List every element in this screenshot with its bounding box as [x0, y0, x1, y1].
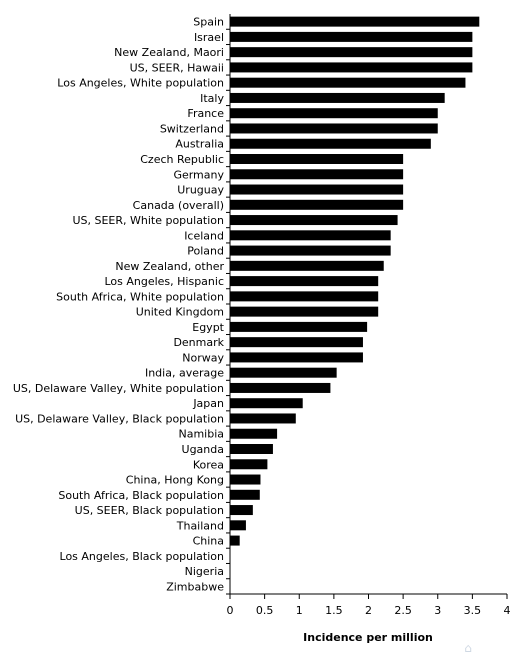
category-label-6: France	[187, 107, 224, 120]
category-label-15: Poland	[187, 245, 224, 258]
bar-27	[230, 428, 278, 439]
category-label-12: Canada (overall)	[133, 199, 224, 212]
bar-34	[230, 535, 240, 546]
category-label-22: Norway	[182, 351, 224, 364]
category-label-27: Namibia	[178, 428, 224, 441]
bar-0	[230, 16, 480, 27]
bar-22	[230, 352, 363, 363]
x-tick-label-4: 2	[365, 604, 372, 617]
x-tick-label-6: 3	[434, 604, 441, 617]
category-label-11: Uruguay	[177, 184, 224, 197]
bar-4	[230, 77, 466, 88]
category-label-19: United Kingdom	[136, 306, 224, 319]
category-label-16: New Zealand, other	[115, 260, 224, 273]
category-label-34: China	[193, 535, 224, 548]
category-label-37: Zimbabwe	[166, 580, 224, 593]
category-label-21: Denmark	[173, 336, 224, 349]
category-label-1: Israel	[194, 31, 224, 44]
bar-17	[230, 276, 379, 287]
x-axis-title: Incidence per million	[303, 631, 433, 644]
bar-9	[230, 154, 404, 164]
category-label-7: Switzerland	[160, 122, 224, 135]
category-label-28: Uganda	[182, 443, 224, 456]
category-label-26: US, Delaware Valley, Black population	[15, 412, 224, 425]
bar-15	[230, 245, 391, 256]
category-label-10: Germany	[173, 168, 224, 181]
bar-13	[230, 215, 398, 226]
x-tick-label-1: 0.5	[256, 604, 274, 617]
category-label-14: Iceland	[184, 229, 224, 242]
category-label-32: US, SEER, Black population	[75, 504, 224, 517]
category-label-24: US, Delaware Valley, White population	[13, 382, 224, 395]
category-label-18: South Africa, White population	[56, 290, 224, 303]
bar-26	[230, 413, 296, 424]
bar-8	[230, 138, 431, 149]
category-label-13: US, SEER, White population	[72, 214, 224, 227]
x-tick-label-5: 2.5	[394, 604, 412, 617]
bar-32	[230, 505, 253, 516]
category-label-3: US, SEER, Hawaii	[130, 61, 224, 74]
bar-29	[230, 459, 268, 470]
category-label-0: Spain	[193, 16, 224, 29]
bar-11	[230, 184, 404, 195]
bar-12	[230, 199, 404, 210]
x-tick-label-3: 1.5	[325, 604, 343, 617]
category-label-25: Japan	[192, 397, 224, 410]
bar-33	[230, 520, 246, 531]
x-tick-label-2: 1	[296, 604, 303, 617]
bar-31	[230, 489, 260, 500]
category-label-30: China, Hong Kong	[126, 474, 224, 487]
category-label-33: Thailand	[176, 519, 224, 532]
x-tick-label-7: 3.5	[464, 604, 482, 617]
bar-19	[230, 306, 379, 317]
category-label-17: Los Angeles, Hispanic	[104, 275, 224, 288]
bar-1	[230, 31, 473, 42]
category-label-9: Czech Republic	[140, 153, 224, 166]
bar-21	[230, 337, 363, 348]
bars-group	[230, 16, 480, 546]
bar-23	[230, 367, 337, 378]
bar-28	[230, 444, 273, 454]
category-label-36: Nigeria	[185, 565, 224, 578]
category-labels-group: Spain Israel New Zealand, Maori US, SEER, H…	[13, 16, 225, 594]
bar-25	[230, 398, 303, 409]
y-axis	[226, 14, 231, 595]
category-label-8: Australia	[175, 138, 224, 151]
category-label-5: Italy	[200, 92, 224, 105]
x-tick-label-8: 4	[504, 604, 511, 617]
category-label-35: Los Angeles, Black population	[60, 550, 225, 563]
bar-2	[230, 47, 473, 58]
bar-14	[230, 230, 391, 241]
bar-18	[230, 291, 379, 302]
x-tick-label-0: 0	[227, 604, 234, 617]
category-label-4: Los Angeles, White population	[57, 77, 224, 90]
bar-3	[230, 62, 473, 73]
bar-10	[230, 169, 404, 180]
x-axis: 0 0.5 1 1.5 2 2.5 3 3.5 4	[227, 593, 511, 617]
watermark-logo: ⌂	[464, 641, 472, 655]
bar-20	[230, 321, 368, 332]
bar-24	[230, 382, 331, 393]
bar-30	[230, 474, 261, 485]
bar-5	[230, 92, 445, 103]
bar-16	[230, 260, 384, 271]
category-label-29: Korea	[193, 458, 224, 471]
category-label-23: India, average	[145, 367, 224, 380]
category-label-2: New Zealand, Maori	[114, 46, 224, 59]
bar-6	[230, 108, 438, 119]
category-label-31: South Africa, Black population	[58, 489, 224, 502]
bar-7	[230, 123, 438, 134]
category-label-20: Egypt	[192, 321, 224, 334]
